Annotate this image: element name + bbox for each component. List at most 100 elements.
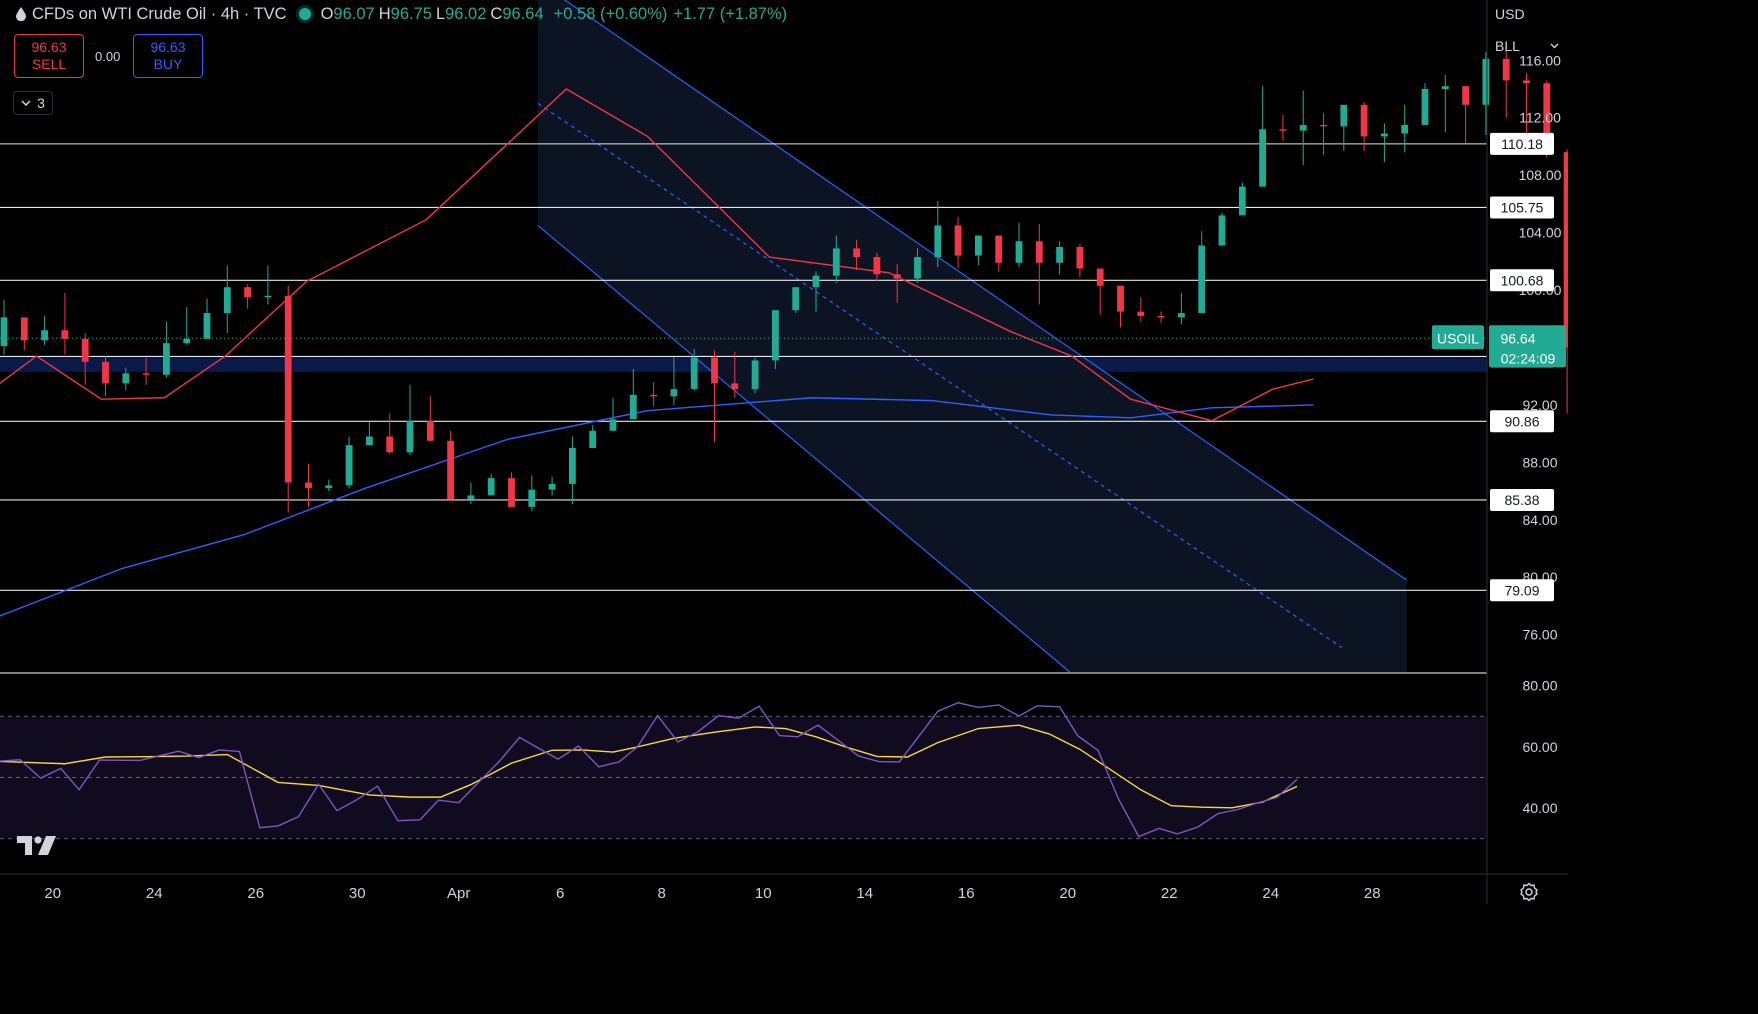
candle-body [650, 394, 657, 397]
candle [305, 463, 312, 507]
candle-body [163, 343, 170, 375]
candle-body [1421, 89, 1429, 125]
status-dot-icon [298, 8, 311, 20]
candle-body [1563, 152, 1568, 348]
unit-selector[interactable]: BLL [1489, 32, 1565, 60]
price-tick-label: 88.00 [1522, 454, 1557, 470]
candle-body [914, 257, 921, 279]
candle [386, 413, 394, 454]
candle-body [1401, 124, 1409, 134]
candle [528, 475, 536, 512]
price-tick-label: 112.00 [1519, 110, 1561, 126]
candle [1523, 73, 1530, 135]
chevron-down-icon [21, 100, 31, 106]
level-label-text: 105.75 [1501, 199, 1544, 215]
candle [487, 473, 495, 496]
time-tick-label: 10 [755, 885, 772, 902]
level-label-text: 85.38 [1504, 492, 1539, 508]
candle-body [305, 482, 312, 489]
candle [975, 235, 982, 266]
time-tick-label: 24 [146, 885, 163, 902]
time-tick-label: 20 [44, 885, 61, 902]
candle [345, 436, 353, 489]
candle [41, 315, 48, 345]
candle-body [142, 373, 150, 375]
candle-body [1218, 215, 1226, 246]
candle-body [792, 287, 800, 311]
candle-body [1056, 246, 1063, 263]
candle [223, 265, 231, 334]
candle-body [1096, 268, 1104, 286]
candle-body [447, 440, 454, 500]
ma-fast-line [0, 88, 1314, 422]
candle [284, 285, 292, 513]
price-tick-label: 108.00 [1519, 167, 1562, 183]
time-tick-label: 16 [958, 885, 975, 902]
channel-fill [537, 0, 1407, 672]
candle-body [345, 445, 353, 486]
candle [1462, 86, 1469, 144]
symbol-tag-box [1432, 325, 1484, 350]
candle-body [975, 235, 982, 256]
candle [264, 265, 272, 305]
candle-body [41, 330, 48, 341]
candle [893, 264, 901, 303]
level-label: 110.18 [1490, 132, 1554, 155]
candle [995, 235, 1003, 272]
currency-selector[interactable]: USD [1489, 0, 1565, 28]
rsi-tick-label: 80.00 [1522, 678, 1557, 694]
time-tick-label: 22 [1161, 885, 1178, 902]
candle [1401, 104, 1409, 153]
candle [1502, 44, 1510, 118]
symbol-title[interactable]: CFDs on WTI Crude Oil · 4h · TVC [32, 4, 287, 23]
candle [1279, 114, 1287, 141]
candle [406, 384, 414, 456]
candle [609, 397, 617, 431]
candle-body [1482, 58, 1490, 105]
candle-body [609, 419, 617, 431]
candle-body [426, 420, 434, 441]
level-label-box [1490, 196, 1554, 219]
time-tick-label: 20 [1059, 885, 1076, 902]
settings-icon[interactable] [1519, 882, 1539, 902]
sell-button[interactable]: 96.63 SELL [14, 34, 84, 78]
candle-body [995, 235, 1003, 263]
level-label: 79.09 [1490, 579, 1554, 602]
candle-body [284, 295, 292, 483]
symbol-header: CFDs on WTI Crude Oil · 4h · TVC O 96.07 … [16, 4, 787, 24]
candle [1340, 104, 1348, 151]
candle [812, 271, 820, 312]
symbol-tag-text: USOIL [1437, 330, 1479, 346]
candle-body [670, 389, 678, 397]
buy-button[interactable]: 96.63 BUY [133, 34, 203, 78]
candle [1482, 51, 1490, 135]
candle-body [1502, 58, 1510, 81]
candle-body [366, 436, 373, 446]
candle-body [487, 478, 495, 496]
time-tick-label: 14 [856, 885, 873, 902]
candle-body [406, 420, 414, 453]
level-label-text: 90.86 [1504, 413, 1539, 429]
candle [751, 357, 759, 394]
candle-body [1035, 241, 1043, 263]
candle-body [1360, 104, 1368, 137]
buy-price: 96.63 [150, 39, 186, 55]
candle-body [1441, 86, 1449, 90]
level-label-text: 100.68 [1501, 272, 1544, 288]
time-tick-label: 6 [556, 885, 564, 902]
chart-canvas[interactable]: 76.0080.0084.0088.0092.0096.00100.00104.… [0, 0, 1568, 904]
close-label: C [490, 4, 503, 23]
indicators-toggle[interactable]: 3 [13, 91, 53, 115]
candle [731, 351, 739, 398]
candle-body [467, 495, 475, 500]
candle-body [1523, 80, 1530, 84]
channel-mid-line [537, 102, 1343, 649]
high-value: 96.75 [390, 4, 432, 23]
rsi-line [0, 702, 1298, 838]
candle-body [1198, 245, 1206, 314]
change-value: +0.58 (+0.60%) [553, 4, 668, 23]
candle [1056, 241, 1063, 275]
candle [244, 284, 251, 309]
level-label-box [1490, 269, 1554, 292]
candle [142, 357, 150, 385]
